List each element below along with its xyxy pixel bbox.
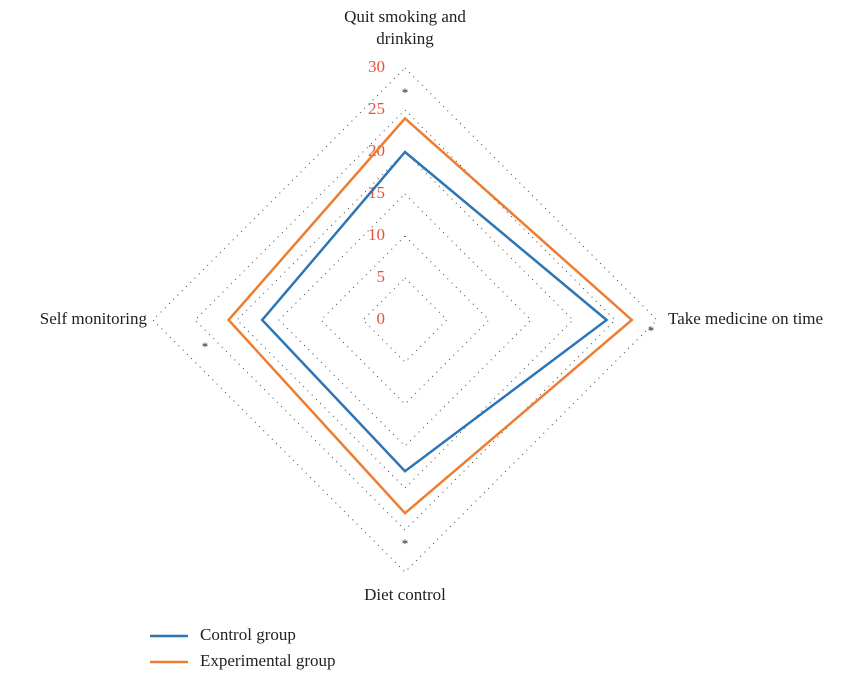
grid-ring bbox=[320, 235, 490, 405]
annotation: * bbox=[402, 85, 409, 100]
r-tick-label: 0 bbox=[377, 309, 386, 328]
r-tick-label: 5 bbox=[377, 267, 386, 286]
legend-label: Experimental group bbox=[200, 651, 336, 670]
grid-ring bbox=[194, 109, 616, 531]
r-tick-label: 25 bbox=[368, 99, 385, 118]
r-tick-label: 30 bbox=[368, 57, 385, 76]
annotation: * bbox=[648, 323, 655, 338]
axis-label: Diet control bbox=[364, 585, 446, 604]
series-line bbox=[226, 116, 634, 515]
series-line bbox=[260, 150, 609, 473]
grid-ring bbox=[236, 151, 574, 489]
annotation: * bbox=[202, 339, 209, 354]
legend-label: Control group bbox=[200, 625, 296, 644]
axis-label: Take medicine on time bbox=[668, 309, 824, 328]
axis-label: Quit smoking and drinking bbox=[344, 7, 466, 48]
grid-ring bbox=[278, 193, 532, 447]
annotation: * bbox=[402, 536, 409, 551]
r-tick-label: 15 bbox=[368, 183, 385, 202]
axis-label: Self monitoring bbox=[39, 309, 147, 328]
r-tick-label: 10 bbox=[368, 225, 385, 244]
